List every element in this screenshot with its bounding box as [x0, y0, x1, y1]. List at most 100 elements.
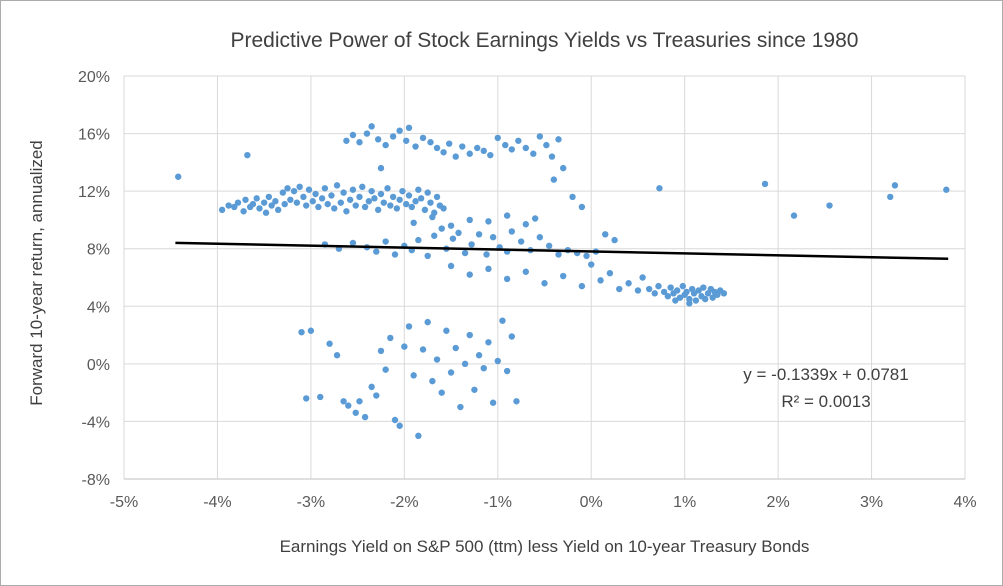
- scatter-point: [287, 196, 294, 203]
- scatter-point: [438, 389, 445, 396]
- y-tick-label: 4%: [87, 299, 110, 316]
- trendline-equation: y = -0.1339x + 0.0781: [743, 365, 909, 384]
- scatter-point: [343, 208, 350, 215]
- scatter-point: [530, 150, 537, 157]
- scatter-point: [331, 205, 338, 212]
- scatter-point: [424, 318, 431, 326]
- trendline-annotation: y = -0.1339x + 0.0781 R² = 0.0013: [701, 361, 951, 415]
- scatter-point: [396, 196, 403, 203]
- scatter-point: [494, 134, 501, 142]
- scatter-point: [676, 294, 684, 301]
- scatter-point: [265, 193, 273, 201]
- scatter-point: [303, 202, 310, 209]
- scatter-point: [679, 282, 686, 290]
- scatter-point: [485, 265, 492, 273]
- scatter-point: [483, 251, 490, 258]
- scatter-point: [700, 284, 707, 291]
- scatter-point: [424, 189, 431, 196]
- scatter-point: [503, 275, 511, 283]
- scatter-point: [410, 219, 417, 227]
- scatter-point: [578, 203, 586, 211]
- scatter-point: [218, 206, 226, 214]
- scatter-point: [374, 136, 382, 143]
- scatter-point: [399, 187, 406, 195]
- scatter-point: [242, 196, 249, 203]
- scatter-point: [268, 202, 275, 209]
- scatter-point: [318, 195, 326, 202]
- scatter-point: [455, 229, 462, 237]
- scatter-point: [616, 285, 623, 293]
- scatter-point: [408, 203, 416, 211]
- scatter-point: [284, 185, 291, 192]
- scatter-point: [943, 186, 950, 193]
- scatter-point: [274, 206, 282, 214]
- scatter-point: [415, 186, 422, 193]
- scatter-point: [555, 136, 562, 143]
- scatter-point: [683, 288, 690, 296]
- scatter-point: [356, 398, 363, 405]
- scatter-point: [429, 377, 436, 385]
- scatter-point: [361, 413, 369, 421]
- scatter-point: [349, 131, 357, 139]
- scatter-point: [489, 234, 497, 241]
- scatter-point: [466, 331, 473, 339]
- scatter-point: [602, 231, 609, 238]
- scatter-point: [305, 186, 313, 193]
- scatter-point: [253, 195, 260, 202]
- scatter-point: [225, 202, 232, 209]
- scatter-point: [664, 293, 672, 300]
- scatter-point: [447, 262, 455, 270]
- scatter-point: [634, 287, 642, 294]
- scatter-point: [656, 185, 663, 192]
- scatter-point: [438, 225, 445, 232]
- scatter-point: [447, 222, 455, 229]
- chart-title: Predictive Power of Stock Earnings Yield…: [230, 29, 859, 52]
- scatter-point: [569, 193, 576, 201]
- scatter-point: [377, 164, 385, 172]
- scatter-point: [356, 139, 363, 146]
- scatter-point: [645, 285, 653, 293]
- scatter-point: [651, 290, 658, 297]
- scatter-point: [234, 199, 242, 206]
- scatter-point: [349, 186, 357, 193]
- scatter-point: [312, 190, 319, 198]
- scatter-point: [365, 198, 373, 205]
- scatter-point: [352, 409, 359, 416]
- y-tick-label: 16%: [78, 127, 110, 144]
- scatter-point: [340, 189, 347, 196]
- scatter-point: [317, 393, 324, 401]
- scatter-point: [382, 366, 389, 373]
- scatter-point: [349, 239, 357, 247]
- scatter-point: [695, 287, 702, 294]
- scatter-point: [343, 137, 350, 144]
- scatter-point: [606, 269, 614, 277]
- scatter-point: [536, 234, 544, 241]
- scatter-point: [279, 189, 287, 196]
- scatter-point: [461, 249, 469, 257]
- scatter-point: [499, 317, 506, 324]
- scatter-point: [826, 202, 833, 209]
- scatter-point: [686, 300, 693, 307]
- scatter-point: [583, 252, 590, 260]
- scatter-point: [578, 282, 586, 290]
- scatter-point: [536, 133, 544, 140]
- scatter-point: [474, 144, 481, 152]
- scatter-point: [307, 327, 315, 334]
- scatter-point: [672, 297, 679, 304]
- scatter-point: [531, 215, 539, 222]
- scatter-point: [244, 151, 251, 159]
- scatter-point: [382, 238, 389, 245]
- scatter-point: [333, 352, 341, 359]
- y-tick-label: 0%: [87, 357, 110, 374]
- scatter-point: [489, 399, 497, 406]
- scatter-point: [352, 202, 359, 209]
- scatter-point: [702, 295, 709, 303]
- scatter-point: [433, 193, 441, 201]
- scatter-point: [290, 187, 298, 195]
- scatter-point: [761, 180, 769, 188]
- scatter-point: [559, 164, 567, 172]
- scatter-point: [515, 137, 522, 144]
- scatter-point: [403, 200, 410, 208]
- scatter-point: [389, 193, 397, 201]
- x-tick-label: 4%: [953, 494, 976, 511]
